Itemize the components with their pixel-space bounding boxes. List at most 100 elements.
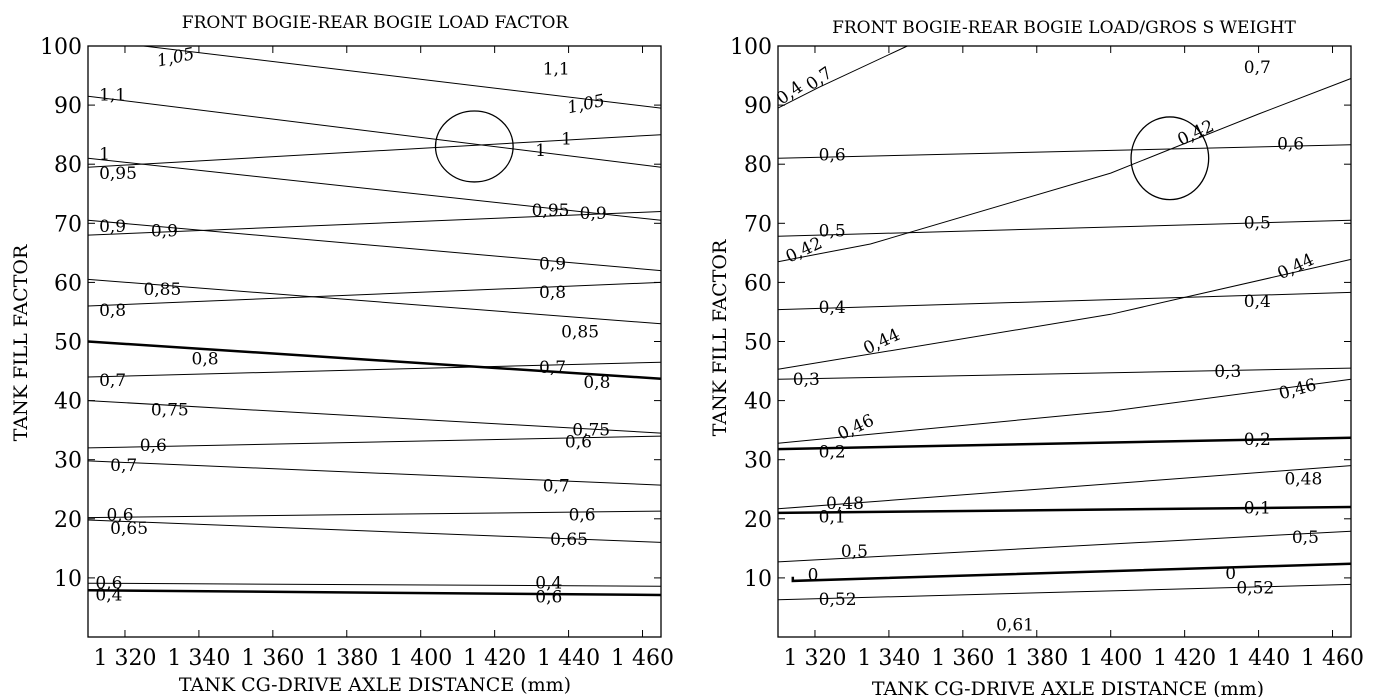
chart-right-series-line-3 bbox=[777, 219, 1352, 237]
chart-left-x-tick-label: 1 360 bbox=[241, 646, 304, 671]
chart-right-line-label: 0,48 bbox=[826, 494, 864, 514]
chart-right-line-label: 0,6 bbox=[1277, 134, 1304, 154]
chart-right-y-tick-label: 80 bbox=[744, 153, 772, 178]
chart-right: FRONT BOGIE-REAR BOGIE LOAD/GROS S WEIGH… bbox=[709, 18, 1364, 697]
chart-left-line-label: 1,1 bbox=[99, 85, 126, 105]
chart-left-y-tick-label: 100 bbox=[40, 35, 82, 60]
chart-right-line-label: 0 bbox=[1225, 564, 1236, 584]
chart-left-y-tick-label: 50 bbox=[54, 331, 82, 356]
chart-left-line-label: 0,8 bbox=[539, 283, 566, 303]
chart-left-series-line-10 bbox=[87, 400, 662, 434]
chart-right-series-line-9 bbox=[777, 465, 1352, 510]
chart-left-series-line-6 bbox=[87, 278, 662, 325]
chart-left-line-label: 0,85 bbox=[561, 322, 599, 342]
chart-left-y-tick-label: 30 bbox=[54, 449, 82, 474]
chart-right-line-label: 0,7 bbox=[1244, 58, 1271, 78]
chart-left-line-label: 0,7 bbox=[110, 456, 137, 476]
chart-right-line-label: 0,5 bbox=[841, 542, 868, 562]
chart-right-x-tick-label: 1 420 bbox=[1153, 646, 1216, 671]
chart-left-series-line-12 bbox=[87, 460, 662, 486]
chart-left-line-label: 0,6 bbox=[565, 432, 592, 452]
chart-right-line-label: 0,52 bbox=[1236, 578, 1274, 598]
chart-right-x-tick-label: 1 460 bbox=[1301, 646, 1364, 671]
chart-right-x-tick-label: 1 440 bbox=[1227, 646, 1290, 671]
chart-right-x-tick-label: 1 320 bbox=[783, 646, 846, 671]
chart-right-y-axis-label: TANK FILL FACTOR bbox=[709, 239, 731, 436]
chart-right-series-line-6 bbox=[777, 367, 1352, 380]
chart-right-x-tick-label: 1 380 bbox=[1005, 646, 1068, 671]
chart-left-y-tick-label: 60 bbox=[54, 271, 82, 296]
chart-left-line-label: 0,9 bbox=[151, 221, 178, 241]
chart-right-line-label: 0,52 bbox=[819, 590, 857, 610]
chart-left-x-tick-label: 1 380 bbox=[315, 646, 378, 671]
chart-right-line-label: 0,6 bbox=[819, 146, 846, 166]
chart-right-line-label: 0,44 bbox=[860, 325, 903, 359]
chart-right-line-label: 0,5 bbox=[819, 221, 846, 241]
chart-left-line-label: 0,75 bbox=[151, 400, 189, 420]
chart-left-line-label: 0,85 bbox=[143, 280, 181, 300]
chart-right-y-tick-label: 50 bbox=[744, 331, 772, 356]
chart-right-title: FRONT BOGIE-REAR BOGIE LOAD/GROS S WEIGH… bbox=[832, 18, 1296, 38]
chart-right-line-label: 0,2 bbox=[819, 442, 846, 462]
chart-left-line-label: 0,8 bbox=[192, 350, 219, 370]
chart-left-x-tick-label: 1 400 bbox=[389, 646, 452, 671]
chart-left-line-label: 0,65 bbox=[110, 519, 148, 539]
chart-left-line-label: 1,05 bbox=[565, 91, 606, 118]
chart-left-y-tick-label: 80 bbox=[54, 153, 82, 178]
chart-left-line-label: 0,4 bbox=[535, 574, 562, 594]
chart-right-line-label: 0,3 bbox=[793, 370, 820, 390]
chart-left-line-label: 0,6 bbox=[535, 588, 562, 608]
chart-right-line-label: 0,44 bbox=[1274, 250, 1317, 284]
chart-right-series-line-8 bbox=[777, 436, 1352, 451]
chart-left-series-line-2 bbox=[87, 134, 662, 168]
chart-left-x-tick-label: 1 440 bbox=[537, 646, 600, 671]
chart-left-y-tick-label: 90 bbox=[54, 94, 82, 119]
chart-left-y-tick-label: 10 bbox=[54, 567, 82, 592]
chart-left-series-line-8 bbox=[87, 340, 662, 380]
chart-left-series-line-4 bbox=[87, 219, 662, 272]
chart-right-line-label: 0,46 bbox=[835, 411, 878, 445]
chart-right-series-line-10 bbox=[777, 505, 1352, 515]
chart-left-series-line-0 bbox=[143, 45, 662, 109]
chart-right-y-tick-label: 40 bbox=[744, 390, 772, 415]
chart-left-line-label: 1 bbox=[561, 130, 572, 150]
chart-right-series-line-2 bbox=[777, 78, 1352, 263]
chart-left-line-label: 0,7 bbox=[539, 358, 566, 378]
chart-left-series-line-5 bbox=[87, 211, 662, 236]
chart-left-series-line-7 bbox=[87, 281, 662, 307]
chart-right-line-label: 0,42 bbox=[783, 233, 826, 267]
chart-right-line-label: 0,5 bbox=[1292, 528, 1319, 548]
chart-right-series-line-4 bbox=[777, 291, 1352, 311]
chart-left-line-label: 0,9 bbox=[99, 217, 126, 237]
chart-right-series-line-7 bbox=[777, 378, 1352, 444]
chart-left-line-label: 0,9 bbox=[580, 204, 607, 224]
chart-left-x-tick-label: 1 320 bbox=[93, 646, 156, 671]
chart-right-line-label: 0,2 bbox=[1244, 430, 1271, 450]
chart-left-x-tick-label: 1 340 bbox=[167, 646, 230, 671]
chart-left-x-tick-label: 1 420 bbox=[463, 646, 526, 671]
chart-left-y-tick-label: 20 bbox=[54, 508, 82, 533]
chart-left-series-line-16 bbox=[87, 589, 662, 597]
chart-right-y-tick-label: 10 bbox=[744, 567, 772, 592]
chart-left-y-axis-label: TANK FILL FACTOR bbox=[10, 244, 32, 441]
chart-left-line-label: 0,6 bbox=[106, 506, 133, 526]
chart-right-line-label: 0,46 bbox=[1277, 375, 1319, 404]
chart-left-line-label: 0,8 bbox=[583, 373, 610, 393]
chart-right-y-tick-label: 90 bbox=[744, 94, 772, 119]
chart-right-x-tick-label: 1 340 bbox=[857, 646, 920, 671]
chart-left-highlight-ellipse bbox=[434, 110, 514, 183]
chart-right-line-label: 0,3 bbox=[1214, 362, 1241, 382]
chart-left-title: FRONT BOGIE-REAR BOGIE LOAD FACTOR bbox=[182, 13, 570, 33]
chart-right-series-line-1 bbox=[777, 144, 1352, 159]
chart-left-line-label: 0,6 bbox=[140, 436, 167, 456]
chart-left-series-line-9 bbox=[87, 361, 662, 378]
chart-left-line-label: 0,9 bbox=[539, 254, 566, 274]
chart-right-line-label: 0 bbox=[808, 565, 819, 585]
chart-right-series-line-0 bbox=[777, 45, 908, 109]
chart-left-line-label: 0,65 bbox=[550, 530, 588, 550]
chart-right-line-label: 0,42 bbox=[1175, 116, 1218, 150]
chart-left-series-line-14 bbox=[87, 519, 662, 543]
chart-right-series-line-13 bbox=[777, 583, 1352, 601]
chart-left-line-label: 0,7 bbox=[99, 371, 126, 391]
chart-right-line-label: 0,4 bbox=[1244, 292, 1271, 312]
